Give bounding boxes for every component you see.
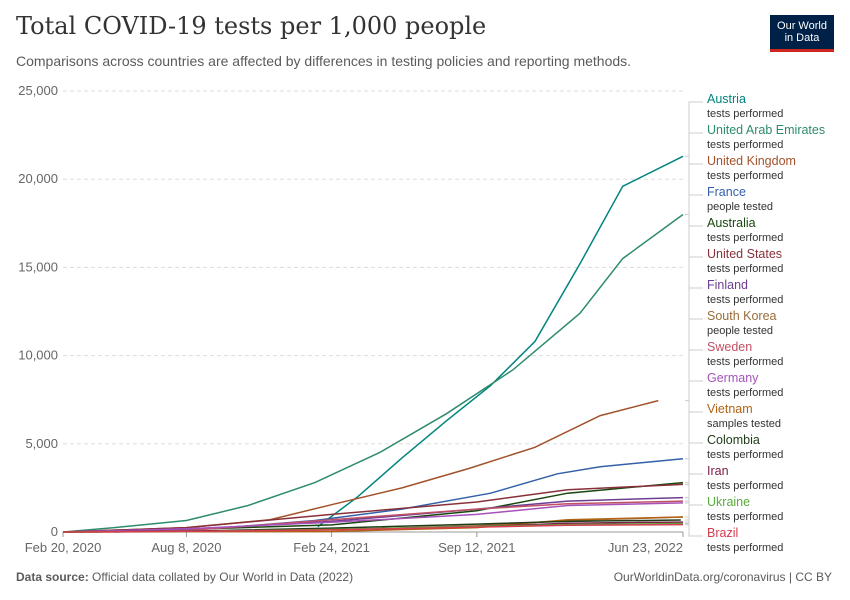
legend-connector	[685, 349, 703, 502]
legend-series-name[interactable]: Iran	[707, 464, 729, 478]
legend-series-name[interactable]: Germany	[707, 371, 759, 385]
legend-series-name[interactable]: Australia	[707, 216, 756, 230]
legend-connector	[685, 101, 703, 157]
legend-series-unit: tests performed	[707, 108, 783, 120]
x-tick-label: Sep 12, 2021	[438, 540, 515, 555]
x-tick-label: Feb 20, 2020	[25, 540, 102, 555]
legend-connectors	[685, 101, 703, 537]
legend-series-unit: people tested	[707, 201, 773, 213]
legend-connector	[685, 442, 703, 521]
y-tick-label: 20,000	[18, 171, 58, 186]
x-axis: Feb 20, 2020 Aug 8, 2020 Feb 24, 2021 Sep 1…	[25, 531, 684, 555]
legend-series-unit: tests performed	[707, 480, 783, 492]
legend-series-unit: people tested	[707, 325, 773, 337]
legend-connector	[685, 256, 703, 485]
series-line[interactable]	[62, 213, 684, 533]
legend-series-name[interactable]: Brazil	[707, 526, 738, 540]
chart-title: Total COVID-19 tests per 1,000 people	[16, 12, 487, 40]
legend-series-unit: tests performed	[707, 139, 783, 151]
legend-series-name[interactable]: Colombia	[707, 433, 760, 447]
legend-series-unit: tests performed	[707, 356, 783, 368]
series-line[interactable]	[62, 502, 684, 533]
legend-series-name[interactable]: United Kingdom	[707, 154, 796, 168]
legend-series-name[interactable]: South Korea	[707, 309, 777, 323]
legend-connector	[685, 473, 703, 523]
y-tick-label: 0	[51, 524, 58, 539]
legend-series-name[interactable]: Ukraine	[707, 495, 750, 509]
legend-series-unit: tests performed	[707, 232, 783, 244]
y-axis-ticks: 0 5,000 10,000 15,000 20,000 25,000	[18, 83, 58, 539]
legend-series-unit: samples tested	[707, 418, 781, 430]
legend: Austria tests performed United Arab Emirat…	[707, 92, 825, 554]
legend-series-unit: tests performed	[707, 263, 783, 275]
y-tick-label: 25,000	[18, 83, 58, 98]
data-source-label: Data source:	[16, 570, 89, 584]
y-tick-label: 15,000	[18, 259, 58, 274]
series-line[interactable]	[62, 523, 684, 533]
data-source: Data source: Official data collated by O…	[16, 570, 353, 584]
legend-connector	[685, 524, 703, 537]
chart-subtitle: Comparisons across countries are affecte…	[16, 53, 632, 69]
logo-line-1: Our World	[777, 20, 827, 32]
legend-connector	[685, 225, 703, 484]
y-tick-label: 10,000	[18, 348, 58, 363]
x-tick-label: Feb 24, 2021	[293, 540, 370, 555]
logo-line-2: in Data	[784, 32, 820, 44]
legend-connector	[685, 194, 703, 460]
legend-connector	[685, 318, 703, 518]
owid-logo[interactable]: Our World in Data	[770, 15, 834, 52]
series-lines	[62, 155, 684, 533]
data-source-text: Official data collated by Our World in D…	[92, 570, 354, 584]
legend-series-unit: tests performed	[707, 170, 783, 182]
x-tick-label: Aug 8, 2020	[151, 540, 221, 555]
legend-series-unit: tests performed	[707, 449, 783, 461]
legend-series-name[interactable]: Finland	[707, 278, 748, 292]
legend-connector	[685, 504, 703, 524]
legend-connector	[685, 163, 703, 402]
legend-series-name[interactable]: United States	[707, 247, 782, 261]
legend-series-unit: tests performed	[707, 542, 783, 554]
footer-url[interactable]: OurWorldinData.org/coronavirus | CC BY	[613, 570, 832, 584]
y-tick-label: 5,000	[25, 436, 58, 451]
legend-series-unit: tests performed	[707, 387, 783, 399]
gridlines	[63, 90, 683, 445]
legend-connector	[685, 132, 703, 215]
legend-series-name[interactable]: Vietnam	[707, 402, 753, 416]
legend-series-unit: tests performed	[707, 294, 783, 306]
legend-series-name[interactable]: Austria	[707, 92, 746, 106]
series-line[interactable]	[62, 483, 684, 533]
legend-series-name[interactable]: France	[707, 185, 746, 199]
series-line[interactable]	[317, 155, 684, 528]
legend-series-unit: tests performed	[707, 511, 783, 523]
legend-series-name[interactable]: Sweden	[707, 340, 752, 354]
x-tick-label: Jun 23, 2022	[608, 540, 683, 555]
legend-series-name[interactable]: United Arab Emirates	[707, 123, 825, 137]
